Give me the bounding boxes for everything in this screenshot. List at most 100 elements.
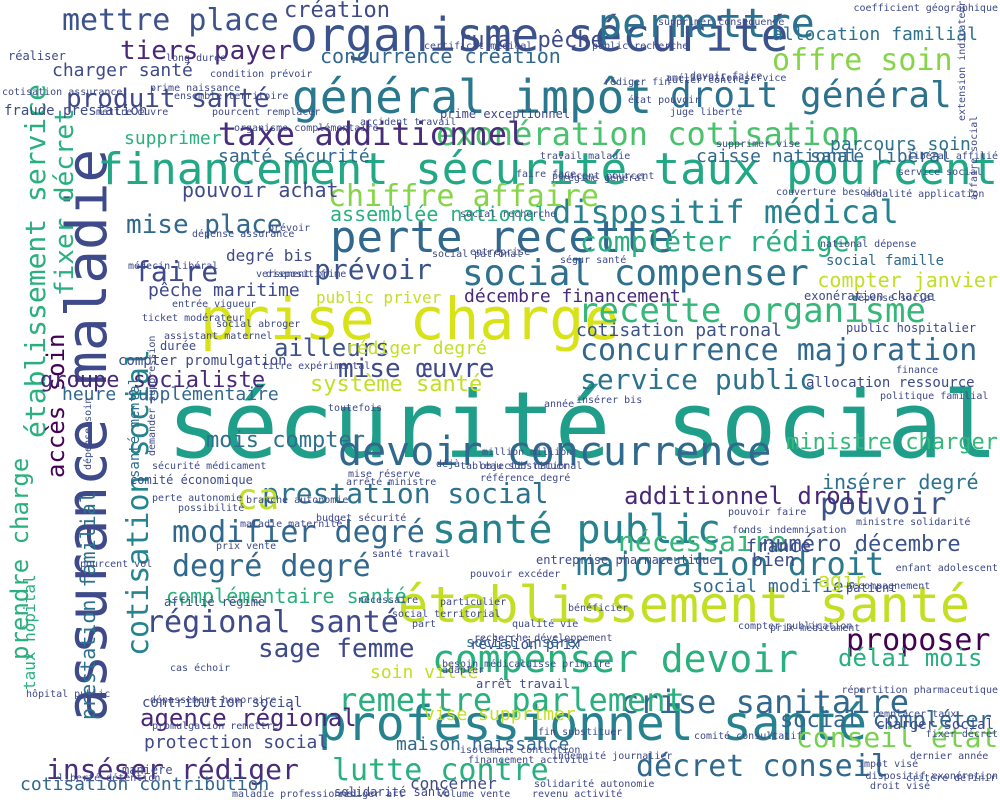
cloud-word: système santé	[310, 372, 483, 397]
cloud-word: critère définir	[906, 773, 997, 784]
cloud-word: accident travail	[360, 117, 457, 128]
cloud-word: finance	[896, 365, 939, 376]
cloud-word: mise réserve	[348, 469, 421, 480]
cloud-word: droit visé	[870, 781, 931, 792]
cloud-word: lutter contre	[666, 75, 745, 86]
cloud-word: financement sécurité taux pourcent	[97, 144, 998, 195]
cloud-word: nécessaire	[358, 595, 419, 606]
cloud-word: perte recette	[330, 212, 675, 263]
cloud-word: médecin libéral	[128, 261, 219, 272]
cloud-word: branche autonomie	[246, 495, 349, 506]
cloud-word: nécessaire	[618, 525, 787, 558]
cloud-word: faire face	[516, 169, 577, 180]
cloud-word: ministre charger	[786, 430, 998, 455]
cloud-word: public priver	[316, 288, 442, 307]
cloud-word: social compléter	[780, 708, 992, 733]
cloud-word: sécurité médicament	[152, 461, 267, 472]
cloud-word: fixer décret	[925, 729, 998, 740]
cloud-word: mettre œuvre	[96, 107, 169, 118]
cloud-word: parcours soin	[830, 134, 971, 155]
cloud-word: mois compter	[206, 428, 365, 453]
cloud-word: charger social	[876, 717, 995, 733]
cloud-word: répartition pharmaceutique	[841, 685, 998, 696]
cloud-word: dépassement honoraire	[150, 695, 277, 706]
cloud-word: cas échoir	[170, 663, 231, 674]
cloud-word: offre soin	[772, 43, 953, 78]
cloud-word: mise œuvre	[338, 354, 495, 384]
cloud-word: affilié régime	[164, 595, 266, 609]
cloud-word: social compenser	[462, 253, 809, 294]
cloud-word: entreprise	[470, 247, 531, 258]
cloud-word: recette organisme	[578, 291, 926, 331]
cloud-word: social recherche	[460, 209, 557, 220]
cloud-word: dernier année	[910, 751, 989, 762]
cloud-word: perte autonomie	[152, 493, 243, 504]
cloud-word: arrêté ministre	[346, 477, 437, 488]
cloud-word: pêche maritime	[148, 280, 300, 301]
cloud-word: dispositif exonération	[865, 771, 998, 782]
cloud-word: social abroger	[216, 319, 301, 330]
cloud-word: groupe socialiste	[40, 368, 266, 393]
cloud-word: social modifier	[692, 576, 855, 597]
cloud-word: soin ville	[370, 662, 479, 683]
cloud-word: liberté détention	[58, 773, 161, 784]
cloud-word: allocation ressource	[806, 375, 975, 391]
cloud-word: pourcent pourcent	[552, 171, 655, 182]
cloud-word: produit santé	[66, 84, 270, 114]
cloud-word: entrée vigueur	[172, 299, 257, 310]
cloud-word: caisse national	[696, 146, 859, 167]
cloud-word: référence degré	[480, 473, 571, 484]
cloud-word: caisse primaire	[520, 659, 611, 670]
cloud-word: agir	[818, 568, 867, 592]
cloud-word: délai mois	[838, 644, 983, 672]
cloud-word: mise place	[126, 210, 283, 240]
cloud-word: comité économique	[130, 473, 253, 487]
cloud-word: mettre place	[62, 3, 279, 38]
cloud-word: social famille	[826, 253, 945, 269]
cloud-word: complémentaire santé	[166, 584, 407, 608]
cloud-word: remettre parlement	[338, 681, 685, 719]
cloud-word: couverture besoin	[776, 187, 879, 198]
cloud-word: ca	[236, 477, 280, 518]
cloud-word: enfant adolescent	[895, 563, 998, 574]
cloud-word: revenu activité	[532, 789, 623, 800]
cloud-word: compter janvier	[817, 268, 998, 292]
cloud-word: proposer	[846, 623, 991, 658]
cloud-word: cotisation patronal	[576, 320, 782, 341]
cloud-word: toutefois	[328, 403, 383, 414]
cloud-word: permettre	[598, 1, 815, 47]
cloud-word: exonération cotisation	[436, 115, 860, 153]
cloud-word: contribution social	[142, 695, 303, 711]
cloud-word: assistant maternel	[164, 331, 273, 342]
cloud-word: social insérer	[466, 635, 585, 651]
cloud-word: conseil état	[796, 721, 999, 754]
cloud-word: état pouvoir	[628, 95, 701, 106]
cloud-word: tableau substituer	[460, 461, 569, 472]
cloud-word: faire	[134, 255, 219, 288]
cloud-word: hôpital public	[26, 689, 111, 700]
cloud-word: santé public	[432, 507, 721, 553]
cloud-word: pouvoir	[820, 487, 947, 522]
cloud-word: rural pêche	[458, 28, 604, 53]
cloud-word: public hospitalier	[846, 321, 977, 335]
cloud-word: arrêt travail	[476, 677, 570, 691]
cloud-word: patient	[846, 581, 897, 595]
cloud-word: public recherche	[592, 41, 689, 52]
cloud-word: supprimer vise	[716, 139, 801, 150]
cloud-word: décret conseil	[636, 749, 889, 784]
cloud-word: solidarité santé	[334, 785, 450, 799]
cloud-word: maladie professionnel	[232, 789, 359, 800]
cloud-word: devoir concurrence	[338, 429, 772, 475]
cloud-word: politique familial	[880, 391, 989, 402]
cloud-word: titre expérimental	[262, 361, 371, 372]
cloud-word: accompagnement	[846, 581, 931, 592]
cloud-word: financement activité	[468, 755, 589, 766]
cloud-word: concerner	[410, 774, 497, 793]
cloud-word: rédiger fin	[604, 77, 671, 88]
cloud-word: exonération charge	[804, 289, 935, 303]
cloud-word: compenser devoir	[432, 637, 799, 681]
cloud-word: volume vente	[438, 789, 511, 800]
cloud-word: charger santé	[52, 60, 193, 81]
cloud-word: santé travail	[372, 549, 451, 560]
cloud-word: extension indicateur	[957, 1, 968, 122]
